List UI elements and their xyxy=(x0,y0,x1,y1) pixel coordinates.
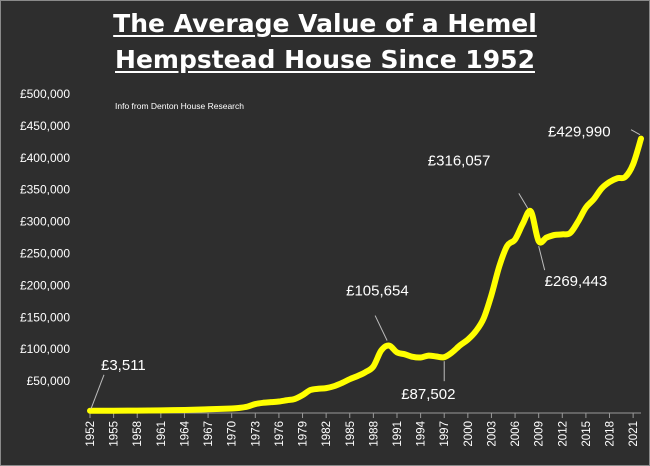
x-tick-label: 2006 xyxy=(510,421,522,447)
y-tick-label: £400,000 xyxy=(20,151,70,165)
data-label: £316,057 xyxy=(428,152,491,169)
data-label: £269,443 xyxy=(545,273,608,290)
x-tick-label: 2018 xyxy=(605,421,617,447)
x-tick-label: 1973 xyxy=(250,421,262,447)
x-tick-label: 1979 xyxy=(298,421,310,447)
x-tick-label: 1958 xyxy=(132,421,144,447)
annotation-leader-line xyxy=(90,374,105,409)
data-label: £429,990 xyxy=(548,124,611,141)
x-tick-label: 1952 xyxy=(85,421,97,447)
x-tick-label: 1985 xyxy=(345,421,357,447)
y-tick-label: £50,000 xyxy=(27,374,71,388)
x-tick-label: 1970 xyxy=(227,421,239,447)
chart-title-line-2: Hempstead House Since 1952 xyxy=(115,45,535,74)
x-tick-label: 1991 xyxy=(392,421,404,447)
source-note: Info from Denton House Research xyxy=(115,101,244,111)
y-tick-label: £200,000 xyxy=(20,278,70,292)
x-tick-label: 2021 xyxy=(628,421,640,447)
x-tick-label: 2003 xyxy=(486,421,498,447)
annotation-leader-line xyxy=(538,245,546,271)
data-label: £3,511 xyxy=(101,357,146,374)
annotation-leader-line xyxy=(374,315,388,341)
y-tick-label: £100,000 xyxy=(20,342,70,356)
x-tick-label: 1976 xyxy=(274,421,286,447)
x-tick-label: 1964 xyxy=(179,420,191,446)
x-tick-label: 2009 xyxy=(534,421,546,447)
chart-title-line-1: The Average Value of a Hemel xyxy=(113,9,537,38)
x-tick-label: 2000 xyxy=(463,421,475,447)
x-tick-label: 1982 xyxy=(321,421,333,447)
x-tick-label: 1967 xyxy=(203,421,215,447)
y-tick-label: £350,000 xyxy=(20,183,70,197)
y-tick-label: £500,000 xyxy=(20,87,70,101)
annotation-leader-line xyxy=(630,129,641,136)
y-tick-label: £300,000 xyxy=(20,215,70,229)
series-line xyxy=(87,135,644,414)
x-tick-label: 2012 xyxy=(557,421,569,447)
data-label: £87,502 xyxy=(401,386,455,403)
x-tick-label: 1955 xyxy=(109,421,121,447)
x-tick-label: 2015 xyxy=(581,421,593,447)
x-tick-label: 1988 xyxy=(368,421,380,447)
y-tick-label: £450,000 xyxy=(20,119,70,133)
y-tick-label: £150,000 xyxy=(20,310,70,324)
x-tick-label: 1994 xyxy=(416,420,428,446)
data-label: £105,654 xyxy=(346,283,409,300)
y-tick-label: £250,000 xyxy=(20,247,70,261)
x-tick-label: 1997 xyxy=(439,421,451,447)
x-tick-label: 1961 xyxy=(156,421,168,447)
annotation-leader-line xyxy=(518,193,529,209)
